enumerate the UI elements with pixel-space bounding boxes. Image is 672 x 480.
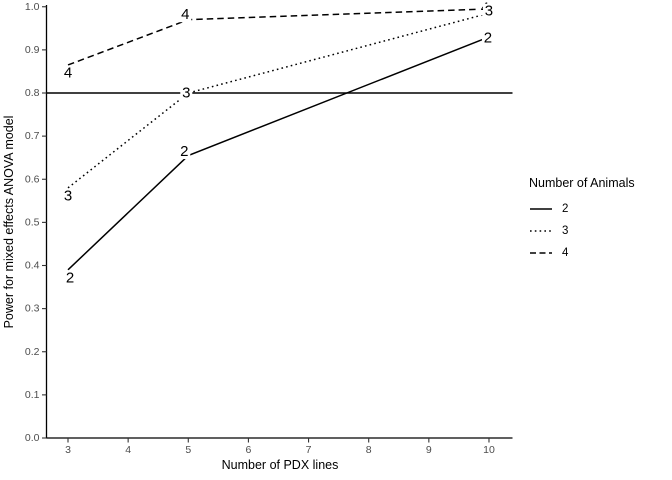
y-tick-label: 0.3 bbox=[25, 303, 40, 315]
point-label-4: 4 bbox=[64, 64, 72, 81]
y-tick-label: 0.6 bbox=[25, 173, 40, 185]
point-label-3: 3 bbox=[64, 187, 72, 204]
point-label-halo bbox=[180, 85, 193, 101]
point-label-halo bbox=[179, 7, 192, 23]
x-tick-label: 5 bbox=[185, 444, 191, 456]
x-tick-label: 9 bbox=[426, 444, 432, 456]
x-tick-label: 7 bbox=[306, 444, 312, 456]
x-axis-title: Number of PDX lines bbox=[222, 458, 339, 472]
y-tick-label: 0.4 bbox=[25, 260, 40, 272]
legend-item-label: 3 bbox=[562, 225, 569, 237]
y-tick-label: 0.9 bbox=[25, 44, 40, 56]
series-line-4 bbox=[67, 8, 490, 66]
point-label-3: 3 bbox=[485, 3, 493, 20]
legend-item-label: 4 bbox=[562, 247, 569, 259]
y-tick-label: 0.2 bbox=[25, 346, 40, 358]
x-tick-label: 8 bbox=[366, 444, 372, 456]
y-tick-label: 0.7 bbox=[25, 130, 40, 142]
legend-line-sample-dotted bbox=[530, 230, 552, 232]
legend: Number of Animals 2 3 4 bbox=[529, 176, 635, 268]
point-label-2: 2 bbox=[66, 269, 74, 286]
point-label-halo bbox=[64, 270, 76, 286]
series-line-2 bbox=[67, 36, 490, 271]
y-tick-label: 0.8 bbox=[25, 87, 40, 99]
point-label-halo bbox=[481, 30, 494, 46]
legend-line-sample-solid bbox=[530, 208, 552, 210]
point-label-4: 4 bbox=[181, 6, 189, 23]
point-label-halo bbox=[62, 65, 74, 81]
legend-item-4: 4 bbox=[529, 246, 635, 260]
y-tick-label: 1.0 bbox=[25, 1, 40, 13]
point-label-3: 3 bbox=[182, 85, 190, 102]
legend-item-2: 2 bbox=[529, 202, 635, 216]
y-tick-label: 0.5 bbox=[25, 216, 40, 228]
x-tick-label: 10 bbox=[483, 444, 495, 456]
legend-item-label: 2 bbox=[562, 203, 569, 215]
point-label-2: 2 bbox=[484, 29, 492, 46]
series-line-3 bbox=[67, 12, 490, 189]
legend-line-sample-dashed bbox=[530, 252, 552, 254]
point-label-2: 2 bbox=[180, 143, 188, 160]
point-label-halo bbox=[178, 144, 191, 160]
point-label-halo bbox=[62, 188, 74, 204]
y-tick-label: 0.0 bbox=[25, 432, 40, 444]
y-tick-label: 0.1 bbox=[25, 389, 40, 401]
y-axis-title: Power for mixed effects ANOVA model bbox=[2, 116, 16, 329]
legend-title: Number of Animals bbox=[529, 176, 635, 190]
legend-item-3: 3 bbox=[529, 224, 635, 238]
x-tick-label: 6 bbox=[245, 444, 251, 456]
x-tick-label: 3 bbox=[65, 444, 71, 456]
point-label-halo bbox=[482, 3, 495, 19]
x-tick-label: 4 bbox=[125, 444, 131, 456]
